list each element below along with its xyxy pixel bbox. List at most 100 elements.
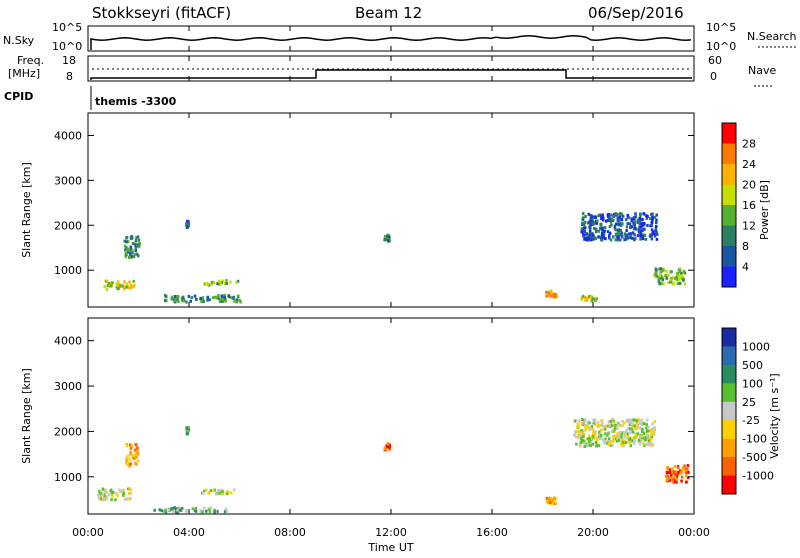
data-cell [207,507,211,511]
data-cell [225,282,228,285]
data-cell [186,432,189,436]
data-cell [579,431,583,435]
data-cell [128,251,132,255]
data-cell [676,282,680,286]
data-cell [591,233,595,237]
velocity-data-layer [97,417,690,514]
data-cell [552,295,556,299]
data-cell [617,228,621,232]
cpid-label: CPID [4,90,33,103]
data-cell [185,509,189,513]
data-cell [552,496,556,500]
velocity-panel [87,317,695,515]
data-cell [388,447,391,451]
colorbar-tick-label: 4 [742,261,749,274]
data-cell [685,480,688,484]
data-cell [646,224,649,227]
data-cell [129,462,132,466]
data-cell [103,496,106,500]
data-cell [633,227,636,231]
data-cell [134,246,138,250]
data-cell [186,224,190,228]
data-cell [116,493,119,497]
data-cell [621,438,624,442]
data-cell [604,438,607,441]
data-cell [136,235,140,239]
data-cell [134,452,137,456]
colorbar-segment [722,266,736,288]
data-cell [589,214,593,218]
data-cell [127,497,130,501]
data-cell [199,296,202,300]
data-cell [631,418,635,422]
data-cell [611,219,615,223]
data-cell [610,217,613,221]
data-cell [123,239,126,243]
cpid-value: themis -3300 [95,95,177,108]
data-cell [598,432,601,436]
data-cell [598,430,601,434]
data-cell [609,439,613,443]
data-cell [221,490,224,494]
data-cell [646,438,649,442]
data-cell [656,232,659,236]
data-cell [621,440,625,444]
data-cell [126,240,130,244]
data-cell [596,420,600,424]
data-cell [642,422,645,425]
data-cell [127,492,131,496]
data-cell [650,221,653,225]
data-cell [613,420,616,424]
data-cell [682,269,686,273]
colorbar-tick-label: 8 [742,240,749,253]
power-data-layer [103,212,687,304]
data-cell [134,443,137,446]
data-cell [655,274,658,278]
data-cell [584,215,587,218]
data-cell [137,245,141,249]
freq-tick-high: 18 [62,54,76,67]
data-cell [647,439,651,443]
data-cell [660,276,663,280]
data-cell [191,507,195,511]
data-cell [110,491,114,495]
data-cell [635,227,638,231]
colorbar-frame [721,327,737,495]
data-cell [187,294,191,298]
data-cell [618,438,621,442]
data-cell [631,231,635,235]
data-cell [133,252,137,256]
data-cell [616,219,620,223]
data-cell [680,475,684,479]
data-cell [665,474,668,478]
data-cell [650,428,653,431]
data-cell [203,489,206,493]
data-cell [103,284,106,288]
colorbar-tick-label: -1000 [742,470,774,483]
velocity-cbar-label: Velocity [m s⁻¹] [768,373,781,458]
data-cell [618,213,621,216]
data-cell [628,222,632,226]
data-cell [126,461,129,465]
data-cell [597,229,600,233]
data-cell [642,228,645,231]
data-cell [105,279,109,283]
data-cell [638,220,642,224]
data-cell [130,251,134,255]
data-cell [654,228,657,232]
data-cell [650,435,653,439]
data-cell [674,472,677,476]
beam-title: Beam 12 [355,4,422,22]
data-cell [597,444,601,448]
data-cell [669,476,672,479]
data-cell [583,441,586,445]
data-cell [581,231,585,235]
data-cell [645,443,648,447]
data-cell [658,271,662,275]
power-colorbar: 28 24 20 16 12 8 4 [721,122,756,288]
data-cell [98,489,101,493]
data-cell [164,293,167,297]
data-cell [595,227,598,231]
x-axis-label: Time UT [367,541,413,554]
data-cell [596,219,599,223]
